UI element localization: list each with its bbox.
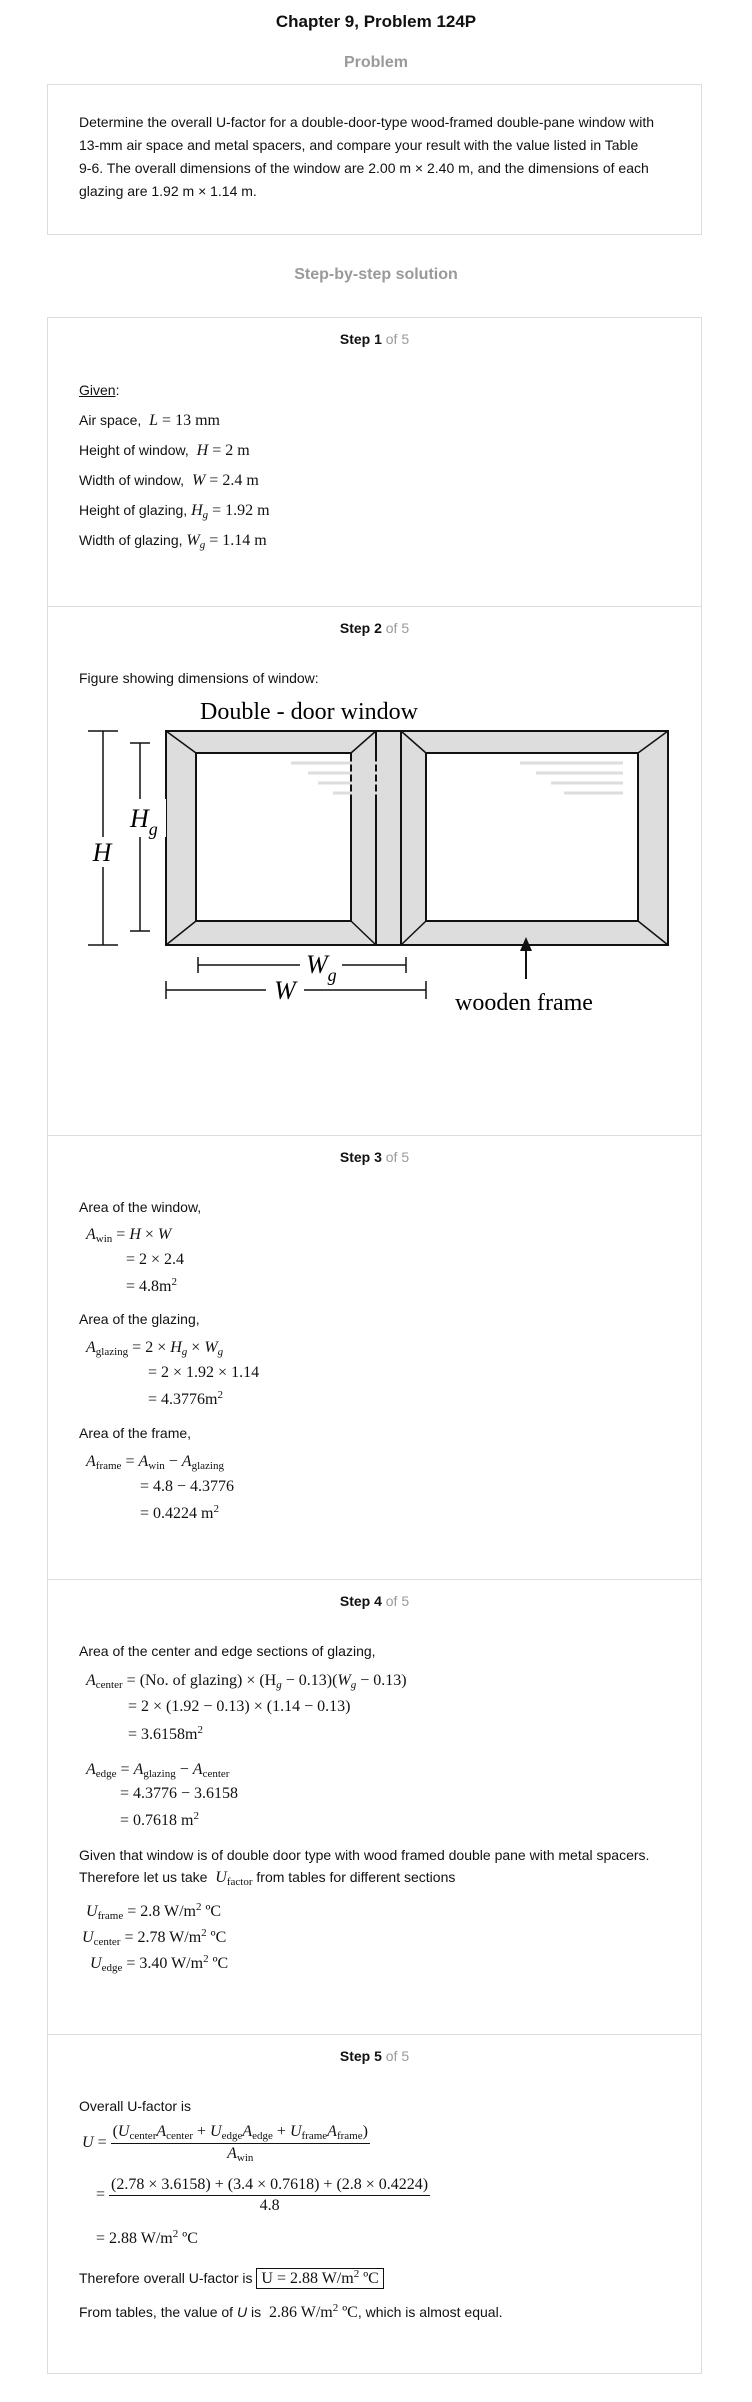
center-edge-intro: Area of the center and edge sections of … xyxy=(79,1643,376,1659)
label-H: H xyxy=(92,838,113,867)
overall-therefore: Therefore overall U-factor is U = 2.88 W… xyxy=(79,2263,384,2290)
step-2-title: Step 2 of 5 xyxy=(339,620,410,636)
area-window-result: 4.8m xyxy=(139,1278,172,1295)
overall-intro: Overall U-factor is xyxy=(79,2098,192,2114)
left-glazing xyxy=(195,752,352,922)
problem-line: Determine the overall U-factor for a dou… xyxy=(79,114,655,130)
u-edge-eq: Uedge = 3.40 W/m2 ºC xyxy=(90,1953,229,1974)
step-2-box: Step 2 of 5 Figure showing dimensions of… xyxy=(47,606,702,1136)
final-answer: U = 2.88 W/m2 ºC xyxy=(256,2268,384,2289)
figure-caption: Figure showing dimensions of window: xyxy=(79,670,319,686)
given-height: Height of window, H = 2 m xyxy=(79,442,250,459)
problem-line: 13-mm air space and metal spacers, and c… xyxy=(79,137,639,153)
area-glazing-result: 4.3776m xyxy=(161,1391,218,1408)
u-overall-calc: = (2.78 × 3.6158) + (3.4 × 0.7618) + (2.… xyxy=(96,2176,431,2214)
step-4-title: Step 4 of 5 xyxy=(339,1593,410,1609)
figure-title: Double - door window xyxy=(200,699,419,725)
step-5-title: Step 5 of 5 xyxy=(339,2048,410,2064)
a-center-result: 3.6158m xyxy=(141,1726,198,1743)
given-glazing-width: Width of glazing, Wg = 1.14 m xyxy=(79,532,267,551)
middle-mullion xyxy=(375,730,402,946)
given-air-space: Air space, L = 13 mm xyxy=(79,412,220,429)
solution-heading: Step-by-step solution xyxy=(294,266,458,283)
a-center-calc: 2 × (1.92 − 0.13) × (1.14 − 0.13) xyxy=(141,1698,351,1715)
area-window-calc: 2 × 2.4 xyxy=(139,1251,185,1268)
area-frame-calc: 4.8 − 4.3776 xyxy=(153,1478,235,1495)
step-4-box: Step 4 of 5 Area of the center and edge … xyxy=(47,1579,702,2035)
u-center-eq: Ucenter = 2.78 W/m2 ºC xyxy=(82,1927,227,1948)
a-center-eq: Acenter = (No. of glazing) × (Hg − 0.13)… xyxy=(86,1672,407,1691)
given-note-2: Therefore let us take Ufactor from table… xyxy=(79,1869,456,1888)
given-note-1: Given that window is of double door type… xyxy=(79,1847,650,1863)
step-3-box: Step 3 of 5 Area of the window, Awin = H… xyxy=(47,1135,702,1580)
problem-box: Determine the overall U-factor for a dou… xyxy=(47,84,702,235)
problem-line: 9-6. The overall dimensions of the windo… xyxy=(79,160,649,176)
area-frame-result: 0.4224 m xyxy=(153,1505,214,1522)
window-figure: Double - door window xyxy=(88,699,669,1016)
area-window-label: Area of the window, xyxy=(79,1199,202,1215)
tables-comparison: From tables, the value of U is 2.86 W/m2… xyxy=(79,2302,503,2321)
right-glazing xyxy=(425,752,639,922)
problem-line: glazing are 1.92 m × 1.14 m. xyxy=(79,183,257,199)
step-1-title: Step 1 of 5 xyxy=(339,331,410,347)
a-edge-calc: 4.3776 − 3.6158 xyxy=(133,1785,239,1802)
u-overall-result: = 2.88 W/m2 ºC xyxy=(96,2228,198,2247)
step-1-box: Step 1 of 5 Given: Air space, L = 13 mm … xyxy=(47,317,702,607)
given-width: Width of window, W = 2.4 m xyxy=(79,472,259,489)
area-frame-label: Area of the frame, xyxy=(79,1425,192,1441)
a-edge-result: 0.7618 m xyxy=(133,1812,194,1829)
label-W: W xyxy=(274,976,298,1005)
u-frame-eq: Uframe = 2.8 W/m2 ºC xyxy=(86,1901,222,1922)
given-glazing-height: Height of glazing, Hg = 1.92 m xyxy=(79,502,270,521)
step-3-title: Step 3 of 5 xyxy=(339,1149,410,1165)
area-glazing-label: Area of the glazing, xyxy=(79,1311,200,1327)
label-wooden-frame: wooden frame xyxy=(455,990,593,1016)
u-overall-formula: U = (UcenterAcenter + UedgeAedge + Ufram… xyxy=(82,2123,370,2164)
problem-heading: Problem xyxy=(343,54,408,71)
given-label: Given xyxy=(79,382,116,398)
area-glazing-calc: 2 × 1.92 × 1.14 xyxy=(161,1364,260,1381)
page-title: Chapter 9, Problem 124P xyxy=(275,12,477,31)
step-5-box: Step 5 of 5 Overall U-factor is U = (Uce… xyxy=(47,2034,702,2374)
